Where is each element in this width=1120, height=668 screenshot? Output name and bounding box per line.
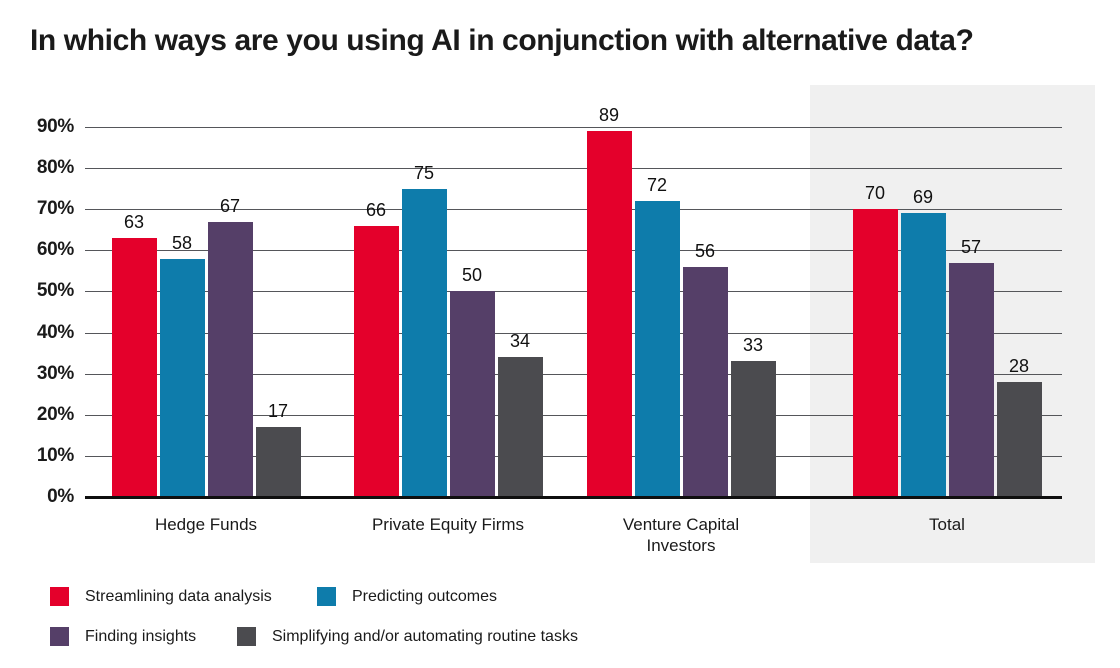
legend-item-finding-insights: Finding insights <box>50 627 196 646</box>
legend-item-predicting-outcomes: Predicting outcomes <box>317 587 497 606</box>
bar-value-label: 17 <box>267 401 289 422</box>
bar-value-label: 69 <box>912 187 934 208</box>
bar-simplifying-and-or-automating-routine-tasks <box>255 427 301 497</box>
bar-value-label: 58 <box>171 232 193 253</box>
bar-predicting-outcomes <box>159 258 205 497</box>
bar-value-label: 67 <box>219 195 241 216</box>
bar-simplifying-and-or-automating-routine-tasks <box>730 361 776 497</box>
bar-value-label: 89 <box>598 105 620 126</box>
x-axis-category-label-venture-capital-investors: Venture Capital Investors <box>622 515 740 556</box>
y-axis-tick-label: 90% <box>36 116 74 137</box>
bar-value-label: 63 <box>123 212 145 232</box>
bar-value-label: 72 <box>646 175 668 195</box>
x-axis-category-label-private-equity-firms: Private Equity Firms <box>371 515 525 534</box>
legend-swatch-icon <box>50 587 69 606</box>
x-axis-category-label-hedge-funds: Hedge Funds <box>154 515 258 534</box>
legend-label: Predicting outcomes <box>352 587 497 605</box>
y-axis-tick-label: 0% <box>47 486 74 507</box>
bar-streamlining-data-analysis <box>353 225 399 497</box>
bar-value-label: 66 <box>365 199 387 220</box>
bar-simplifying-and-or-automating-routine-tasks <box>497 357 543 497</box>
bar-value-label: 75 <box>413 162 435 183</box>
x-axis-line <box>85 496 1062 499</box>
bar-value-label: 50 <box>461 265 483 286</box>
bar-finding-insights <box>207 221 253 497</box>
bar-value-label: 34 <box>509 331 531 352</box>
bar-simplifying-and-or-automating-routine-tasks <box>996 381 1042 497</box>
legend-swatch-icon <box>317 587 336 606</box>
bar-value-label: 70 <box>864 183 886 204</box>
bar-finding-insights <box>682 266 728 497</box>
chart-title: In which ways are you using AI in conjun… <box>30 24 974 57</box>
bar-value-label: 28 <box>1008 355 1030 376</box>
y-axis-tick-label: 20% <box>36 403 74 425</box>
gridline-90 <box>85 127 1062 128</box>
y-axis-tick-label: 30% <box>36 362 74 384</box>
legend-swatch-icon <box>50 627 69 646</box>
bar-finding-insights <box>449 291 495 497</box>
legend-label: Finding insights <box>85 627 197 645</box>
y-axis-tick-label: 40% <box>36 321 74 343</box>
bar-streamlining-data-analysis <box>111 238 157 497</box>
bar-predicting-outcomes <box>634 201 680 497</box>
legend-item-simplifying-and-or-automating-routine-tasks: Simplifying and/or automating routine ta… <box>237 627 578 646</box>
bar-finding-insights <box>948 262 994 497</box>
y-axis-tick-label: 60% <box>36 239 74 261</box>
legend-label: Simplifying and/or automating routine ta… <box>272 627 578 645</box>
legend-swatch-icon <box>237 627 256 646</box>
legend-label: Streamlining data analysis <box>85 587 272 605</box>
gridline-60 <box>85 250 1062 252</box>
bar-value-label: 33 <box>742 335 764 356</box>
bar-predicting-outcomes <box>900 213 946 497</box>
bar-value-label: 57 <box>960 236 982 257</box>
y-axis-tick-label: 50% <box>36 280 74 302</box>
y-axis-tick-label: 80% <box>36 157 74 179</box>
bar-streamlining-data-analysis <box>586 131 632 497</box>
gridline-50 <box>85 291 1062 293</box>
gridline-10 <box>85 455 1062 457</box>
legend-item-streamlining-data-analysis: Streamlining data analysis <box>50 587 272 606</box>
gridline-30 <box>85 373 1062 375</box>
bar-predicting-outcomes <box>401 188 447 497</box>
gridline-80 <box>85 168 1062 170</box>
y-axis-tick-label: 70% <box>36 198 74 220</box>
gridline-20 <box>85 414 1062 416</box>
gridline-70 <box>85 209 1062 211</box>
gridline-40 <box>85 332 1062 334</box>
bar-streamlining-data-analysis <box>852 209 898 497</box>
bar-value-label: 56 <box>694 240 716 261</box>
x-axis-category-label-total: Total <box>929 515 965 534</box>
y-axis-tick-label: 10% <box>36 444 74 466</box>
